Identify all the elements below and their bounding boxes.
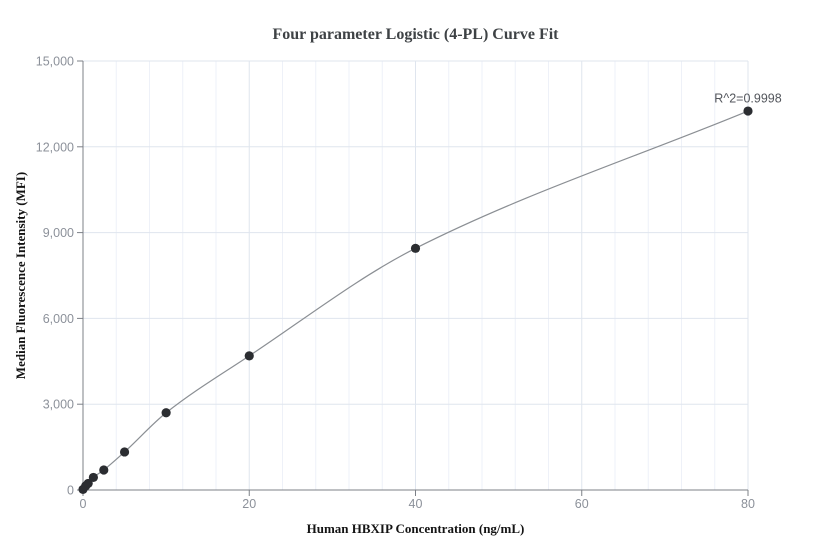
data-point	[88, 472, 98, 483]
x-tick-label: 80	[741, 497, 755, 511]
y-tick-label: 12,000	[36, 140, 74, 154]
data-points	[78, 106, 753, 495]
x-tick-label: 60	[575, 497, 589, 511]
data-point	[119, 447, 130, 457]
x-tick-label: 40	[409, 497, 423, 511]
chart-title: Four parameter Logistic (4-PL) Curve Fit	[272, 26, 559, 43]
major-gridlines	[83, 60, 749, 490]
data-point	[161, 408, 171, 418]
y-axis-label: Median Fluorescence Intensity (MFI)	[13, 172, 28, 379]
data-point	[743, 106, 753, 116]
axes	[77, 60, 749, 496]
minor-gridlines	[115, 61, 716, 490]
y-tick-label: 6,000	[43, 312, 74, 326]
x-axis-label: Human HBXIP Concentration (ng/mL)	[307, 521, 525, 536]
data-point	[410, 243, 421, 253]
r-squared-annotation: R^2=0.9998	[714, 92, 781, 106]
x-tick-label: 20	[242, 497, 256, 511]
y-tick-label: 0	[67, 484, 74, 498]
y-tick-label: 9,000	[43, 226, 74, 240]
data-point	[244, 351, 254, 361]
y-tick-label: 15,000	[36, 55, 74, 69]
data-point	[83, 478, 93, 489]
y-tick-label: 3,000	[43, 398, 74, 412]
x-tick-label: 0	[80, 497, 87, 511]
data-point	[99, 465, 109, 475]
